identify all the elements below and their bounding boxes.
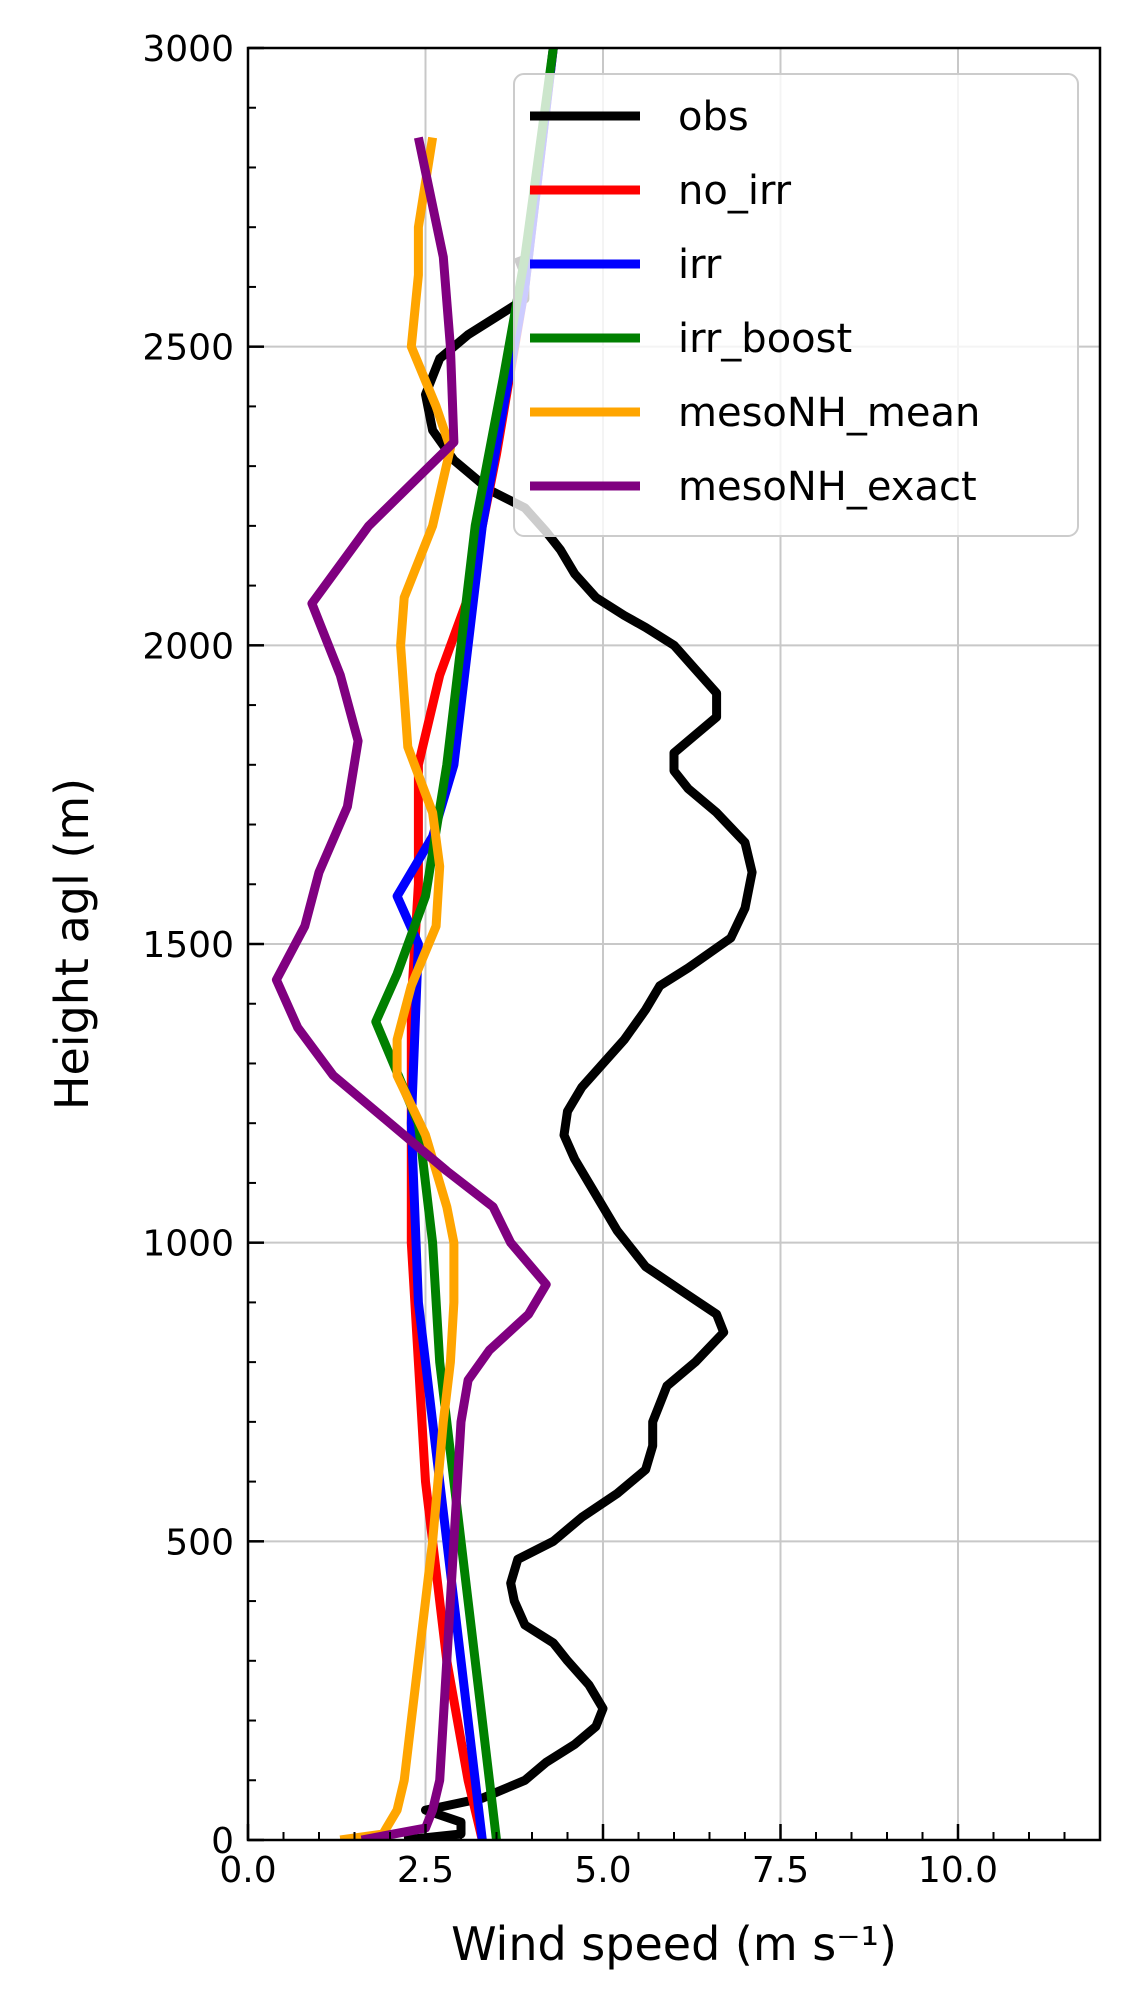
legend-label-mesoNH-exact: mesoNH_exact bbox=[678, 464, 977, 510]
series-line-irr bbox=[392, 48, 558, 1840]
y-tick-label: 1000 bbox=[142, 1224, 234, 1265]
x-tick-label: 10.0 bbox=[918, 1850, 998, 1891]
y-tick-label: 1500 bbox=[142, 925, 234, 966]
legend-label-irr-boost: irr_boost bbox=[678, 316, 852, 362]
y-tick-label: 3000 bbox=[142, 29, 234, 70]
x-tick-label: 5.0 bbox=[574, 1850, 631, 1891]
y-tick-label: 2500 bbox=[142, 328, 234, 369]
series-line-mesoNH-exact bbox=[271, 136, 551, 1840]
x-tick-label: 7.5 bbox=[752, 1850, 809, 1891]
series-line-irr-boost bbox=[371, 48, 558, 1840]
y-tick-label: 2000 bbox=[142, 626, 234, 667]
y-axis-label: Height agl (m) bbox=[45, 778, 99, 1110]
series-line-mesoNH-mean bbox=[339, 136, 459, 1840]
x-axis-label: Wind speed (m s⁻¹) bbox=[451, 1917, 897, 1971]
series-line-obs bbox=[403, 255, 757, 1840]
series-lines bbox=[271, 48, 757, 1840]
x-tick-label: 0.0 bbox=[219, 1850, 276, 1891]
legend-label-irr: irr bbox=[678, 242, 722, 288]
axis-ticks: 0.0 2.5 5.0 7.5 10.0 0 500 1000 1500 2000 2500 3000 bbox=[142, 29, 1066, 1891]
legend-label-obs: obs bbox=[678, 94, 749, 140]
legend-box bbox=[513, 73, 1079, 537]
y-tick-label: 500 bbox=[165, 1522, 234, 1563]
x-tick-label: 2.5 bbox=[397, 1850, 454, 1891]
legend-label-mesoNH-mean: mesoNH_mean bbox=[678, 390, 980, 436]
y-tick-label: 0 bbox=[211, 1821, 234, 1862]
legend-label-no-irr: no_irr bbox=[678, 168, 792, 214]
